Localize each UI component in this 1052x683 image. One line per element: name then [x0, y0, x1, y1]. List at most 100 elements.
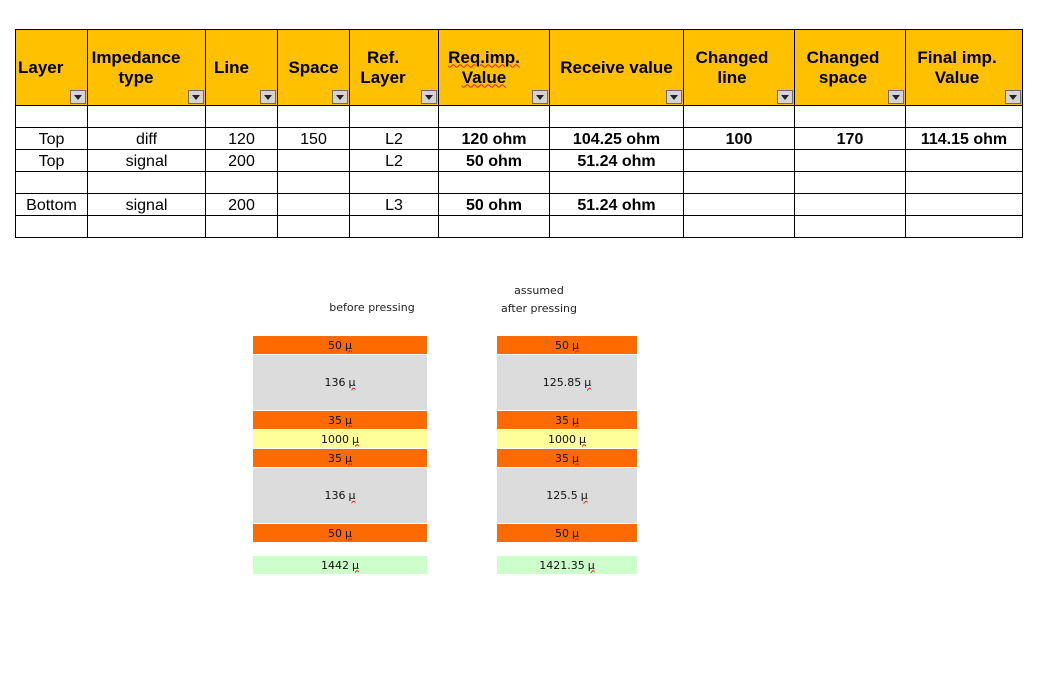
cell-final-imp-value[interactable] — [905, 149, 1023, 172]
cell-ref-layer[interactable] — [349, 171, 439, 194]
header-receive-value: Receive value — [549, 29, 684, 106]
before-pressing-label: before pressing — [329, 301, 415, 314]
cell-changed-space[interactable]: 170 — [794, 127, 906, 150]
cell-receive-value[interactable]: 51.24 ohm — [549, 193, 684, 216]
cell-req-imp-value[interactable] — [438, 105, 550, 128]
cell-final-imp-value[interactable] — [905, 105, 1023, 128]
header-space: Space — [277, 29, 350, 106]
cell-line[interactable] — [205, 171, 278, 194]
table-row — [15, 215, 1023, 238]
cell-line[interactable] — [205, 215, 278, 238]
cell-ref-layer[interactable] — [349, 105, 439, 128]
layer-unit: µ — [579, 432, 586, 446]
cell-ref-layer[interactable]: L2 — [349, 149, 439, 172]
cell-changed-line[interactable] — [683, 105, 795, 128]
filter-dropdown-icon[interactable] — [260, 90, 276, 104]
layer-unit: µ — [345, 451, 352, 465]
cell-space[interactable] — [277, 193, 350, 216]
layer-unit: µ — [572, 338, 579, 352]
cell-changed-line[interactable] — [683, 149, 795, 172]
filter-dropdown-icon[interactable] — [188, 90, 204, 104]
cell-layer[interactable] — [15, 105, 88, 128]
cell-layer[interactable] — [15, 215, 88, 238]
layer-thickness: 50 — [328, 338, 342, 352]
cell-ref-layer[interactable]: L2 — [349, 127, 439, 150]
cell-impedance-type[interactable]: signal — [87, 193, 206, 216]
cell-receive-value[interactable]: 104.25 ohm — [549, 127, 684, 150]
cell-changed-line[interactable] — [683, 215, 795, 238]
cell-layer[interactable]: Bottom — [15, 193, 88, 216]
table-row — [15, 105, 1023, 128]
filter-dropdown-icon[interactable] — [888, 90, 904, 104]
cell-changed-line[interactable]: 100 — [683, 127, 795, 150]
cell-space[interactable] — [277, 105, 350, 128]
cell-impedance-type[interactable]: signal — [87, 149, 206, 172]
cell-req-imp-value[interactable]: 120 ohm — [438, 127, 550, 150]
header-impedance-type: Impedance type — [87, 29, 206, 106]
cell-changed-space[interactable] — [794, 105, 906, 128]
cell-line[interactable]: 120 — [205, 127, 278, 150]
cell-layer[interactable]: Top — [15, 127, 88, 150]
layer-thickness: 1000 — [321, 432, 349, 446]
filter-dropdown-icon[interactable] — [70, 90, 86, 104]
cell-ref-layer[interactable] — [349, 215, 439, 238]
cell-impedance-type[interactable] — [87, 215, 206, 238]
cell-ref-layer[interactable]: L3 — [349, 193, 439, 216]
cell-final-imp-value[interactable]: 114.15 ohm — [905, 127, 1023, 150]
cell-changed-space[interactable] — [794, 215, 906, 238]
cell-receive-value[interactable] — [549, 171, 684, 194]
cell-req-imp-value[interactable] — [438, 215, 550, 238]
header-final-imp-value: Final imp. Value — [905, 29, 1023, 106]
layer-thickness: 50 — [555, 338, 569, 352]
cell-line[interactable]: 200 — [205, 149, 278, 172]
layer-unit: µ — [584, 376, 592, 389]
layer-thickness: 35 — [328, 413, 342, 427]
filter-dropdown-icon[interactable] — [1005, 90, 1021, 104]
stack-total: 1421.35 µ — [497, 556, 637, 574]
cell-changed-line[interactable] — [683, 193, 795, 216]
cell-changed-space[interactable] — [794, 171, 906, 194]
cell-space[interactable] — [277, 149, 350, 172]
cell-changed-space[interactable] — [794, 193, 906, 216]
cell-line[interactable]: 200 — [205, 193, 278, 216]
cell-receive-value[interactable] — [549, 215, 684, 238]
cell-final-imp-value[interactable] — [905, 171, 1023, 194]
cell-space[interactable]: 150 — [277, 127, 350, 150]
cell-final-imp-value[interactable] — [905, 215, 1023, 238]
cell-changed-space[interactable] — [794, 149, 906, 172]
cell-impedance-type[interactable] — [87, 171, 206, 194]
cell-space[interactable] — [277, 171, 350, 194]
layer-unit: µ — [348, 376, 356, 389]
cell-line[interactable] — [205, 105, 278, 128]
layer-unit: µ — [580, 489, 588, 502]
cell-req-imp-value[interactable]: 50 ohm — [438, 149, 550, 172]
cell-impedance-type[interactable]: diff — [87, 127, 206, 150]
layer-thickness: 136 — [324, 489, 346, 502]
stack-layer-prepreg: 136 µ — [253, 468, 427, 523]
cell-layer[interactable]: Top — [15, 149, 88, 172]
layer-unit: µ — [352, 432, 359, 446]
filter-dropdown-icon[interactable] — [666, 90, 682, 104]
layer-thickness: 50 — [328, 526, 342, 540]
cell-req-imp-value[interactable] — [438, 171, 550, 194]
cell-final-imp-value[interactable] — [905, 193, 1023, 216]
header-row: Layer Impedance type Line Space Ref. Lay… — [15, 29, 1023, 106]
total-thickness: 1421.35 — [539, 558, 585, 572]
total-unit: µ — [587, 558, 595, 572]
filter-dropdown-icon[interactable] — [532, 90, 548, 104]
cell-receive-value[interactable]: 51.24 ohm — [549, 149, 684, 172]
filter-dropdown-icon[interactable] — [421, 90, 437, 104]
header-req-imp-value: Req.imp. Value — [438, 29, 550, 106]
layer-thickness: 125.85 — [542, 376, 582, 389]
stack-layer-copper: 50 µ — [253, 524, 427, 542]
cell-req-imp-value[interactable]: 50 ohm — [438, 193, 550, 216]
cell-impedance-type[interactable] — [87, 105, 206, 128]
cell-layer[interactable] — [15, 171, 88, 194]
cell-receive-value[interactable] — [549, 105, 684, 128]
total-thickness: 1442 — [321, 558, 349, 572]
cell-space[interactable] — [277, 215, 350, 238]
filter-dropdown-icon[interactable] — [332, 90, 348, 104]
filter-dropdown-icon[interactable] — [777, 90, 793, 104]
cell-changed-line[interactable] — [683, 171, 795, 194]
stack-layer-copper: 35 µ — [253, 411, 427, 429]
